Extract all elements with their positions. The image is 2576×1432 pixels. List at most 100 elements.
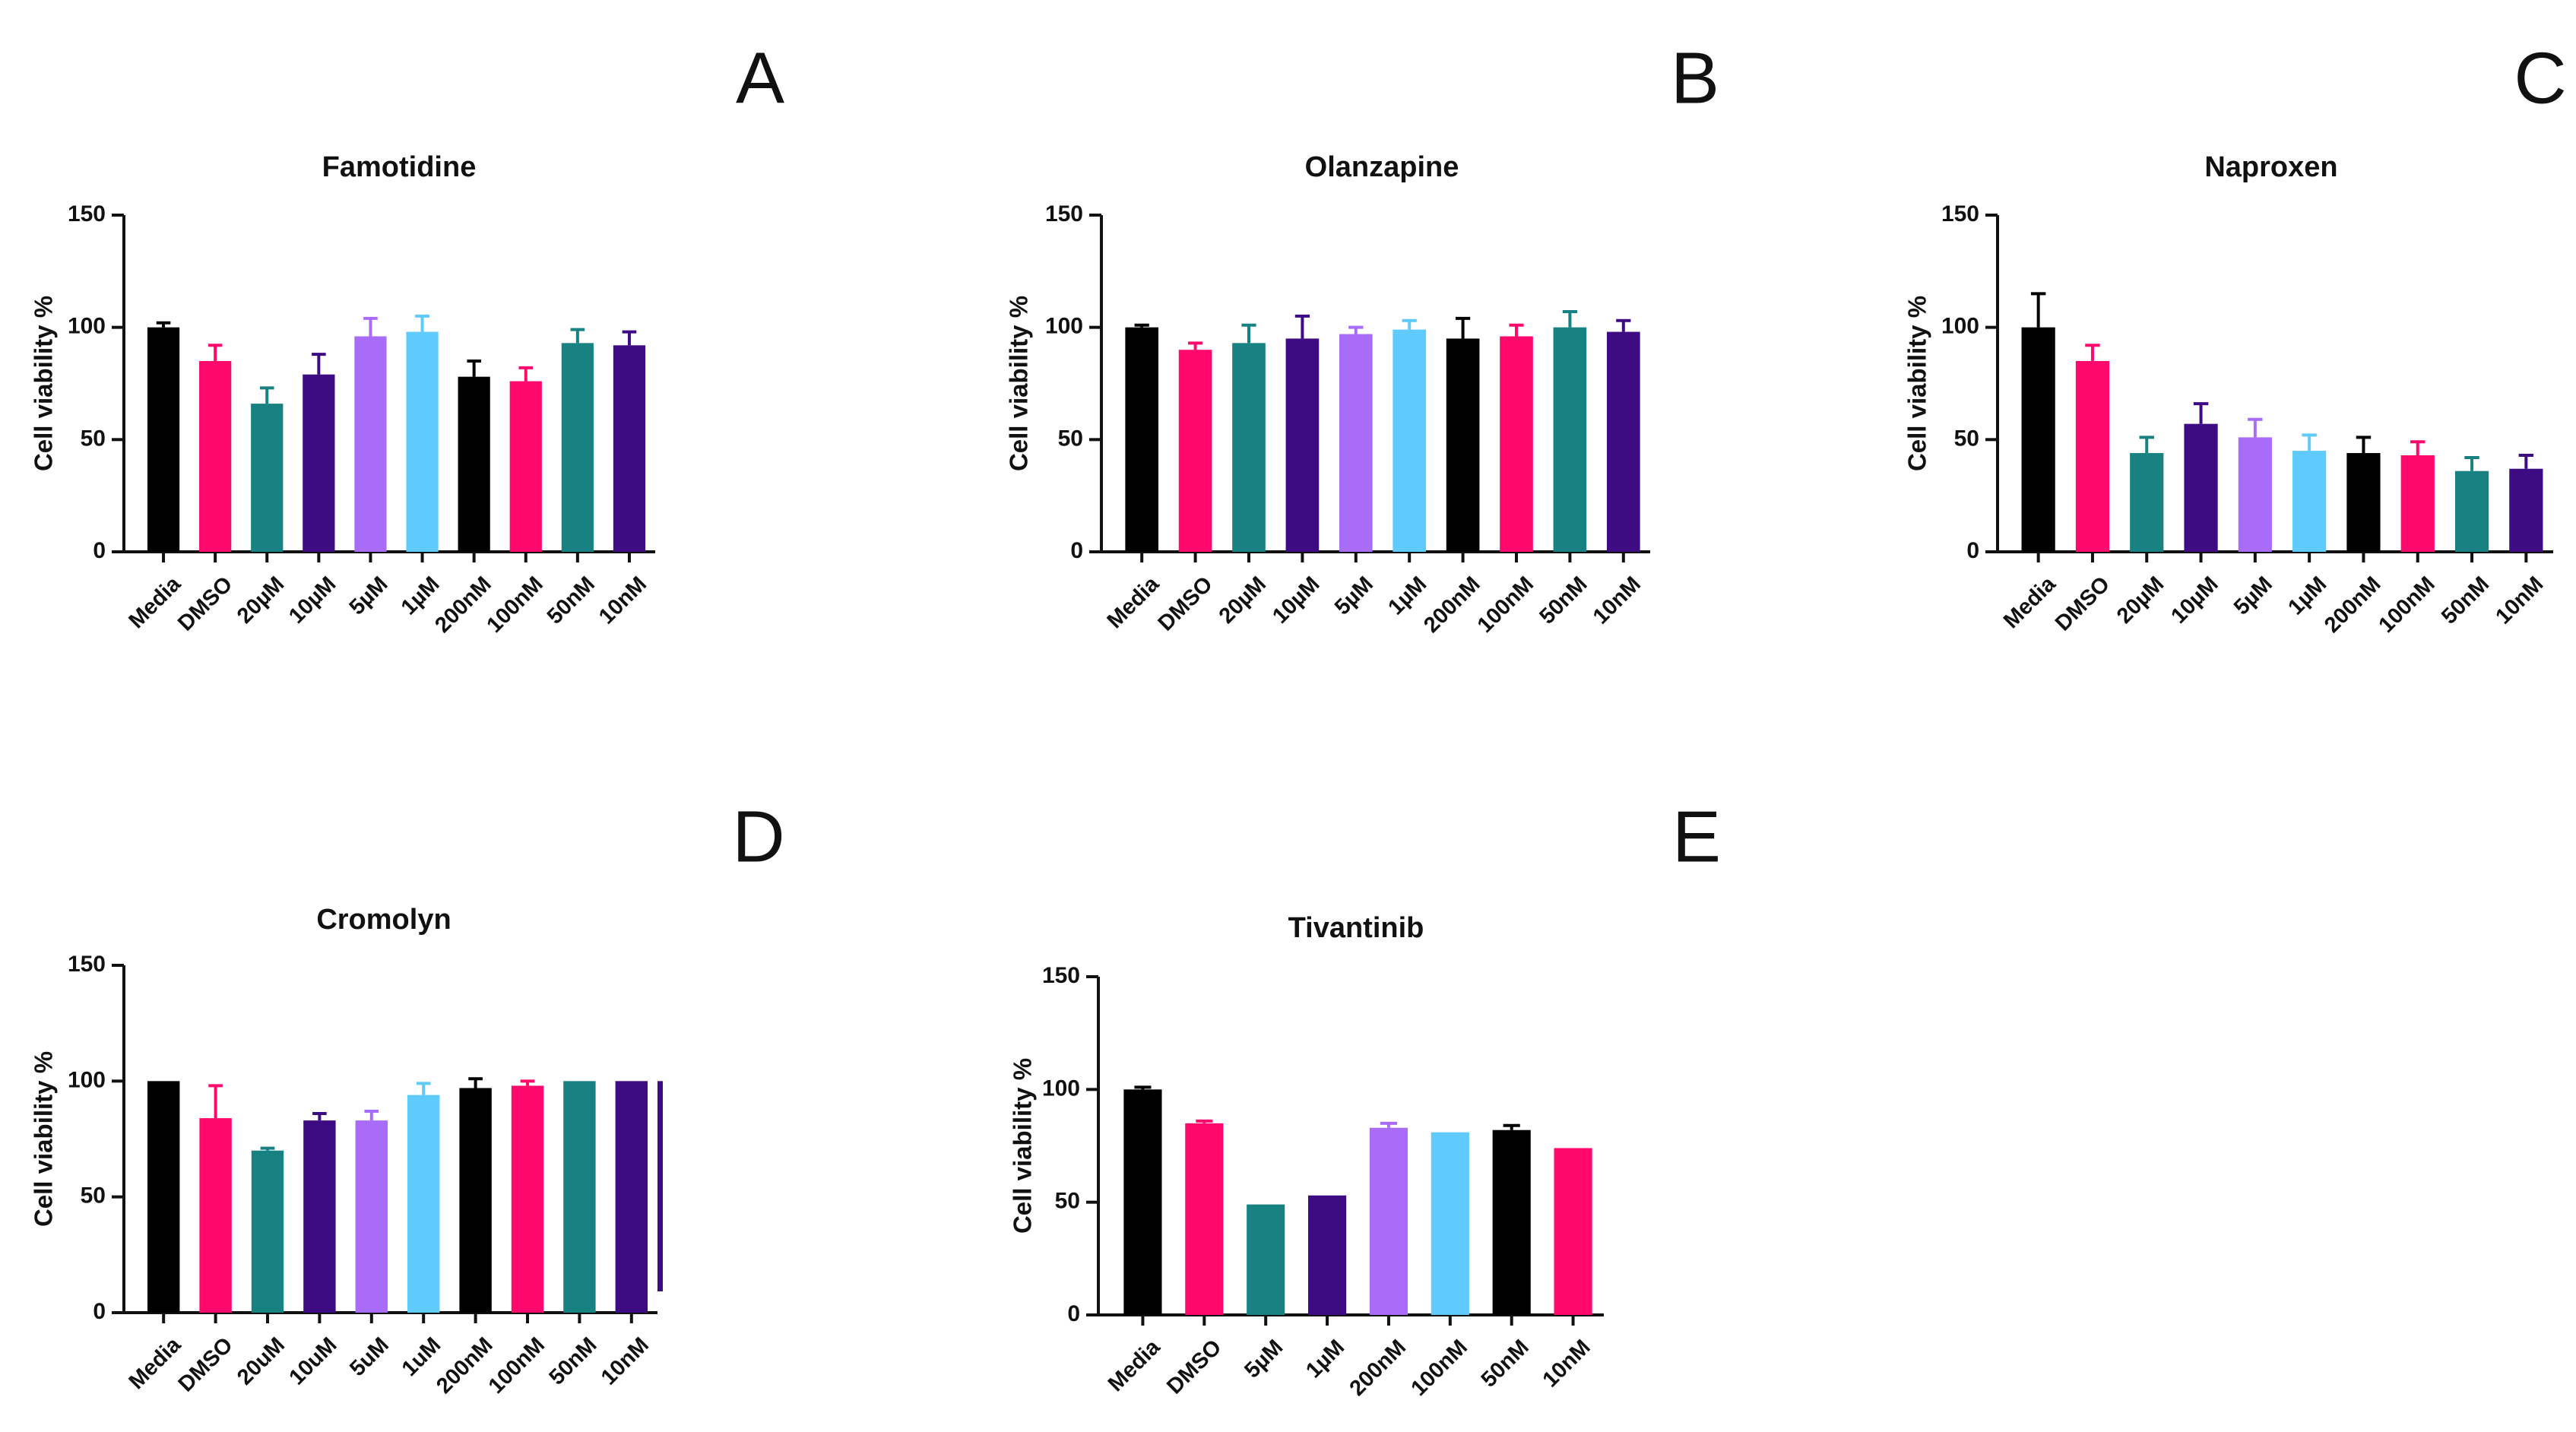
y-tick-label: 0	[1070, 538, 1083, 563]
x-tick-label: Media	[124, 572, 185, 633]
bar	[1393, 329, 1427, 552]
x-tick-label: Media	[1999, 572, 2061, 633]
bar	[613, 345, 646, 552]
bar	[303, 374, 335, 552]
bar	[2238, 437, 2272, 552]
bar	[1554, 1148, 1592, 1315]
panel-letter: A	[736, 37, 784, 119]
x-tick-label: 10nM	[1538, 1335, 1595, 1392]
bar	[147, 327, 180, 552]
bar	[2292, 451, 2327, 552]
chart-panel-a: A Famotidine Cell viability % 0 50 100 150 Medi…	[30, 37, 784, 638]
x-tick-label: 100nM	[484, 1332, 550, 1398]
chart-panel-b: B Olanzapine Cell viability % 0 50 100 150 Medi…	[1005, 37, 1719, 638]
bar	[2184, 423, 2218, 552]
y-tick-label: 0	[1966, 538, 1979, 563]
x-tick-label: 50nM	[1535, 572, 1592, 629]
bar	[251, 1150, 284, 1313]
x-tick-label: DMSO	[173, 572, 237, 635]
x-tick-label: 1µM	[1301, 1335, 1349, 1383]
bar	[2021, 327, 2055, 552]
panel-letter: C	[2514, 37, 2566, 119]
x-tick-label: 1µM	[397, 572, 445, 619]
bar	[1339, 334, 1373, 552]
bar	[1232, 343, 1266, 552]
x-tick-label: 100nM	[1473, 572, 1538, 637]
y-tick-label: 150	[68, 952, 106, 977]
x-tick-label: DMSO	[174, 1332, 238, 1396]
y-tick-label: 150	[1045, 201, 1083, 227]
bar	[459, 1088, 492, 1313]
bar	[1446, 338, 1480, 552]
bar	[2346, 453, 2381, 552]
bar	[2075, 360, 2110, 552]
y-tick-label: 150	[68, 201, 106, 227]
y-tick-label: 50	[1055, 1189, 1080, 1214]
chart-title: Tivantinib	[1288, 912, 1424, 944]
bar	[1125, 327, 1159, 552]
bar	[615, 1081, 648, 1313]
bar	[511, 1085, 544, 1313]
x-tick-label: DMSO	[1154, 572, 1218, 635]
bar	[147, 1081, 180, 1313]
y-tick-label: 50	[1058, 426, 1083, 451]
x-tick-label: 200nM	[1345, 1335, 1411, 1400]
x-tick-label: 10µM	[284, 572, 341, 628]
y-tick-label: 150	[1941, 201, 1979, 227]
x-tick-label: 10µM	[1268, 572, 1324, 628]
x-tick-label: 20µM	[233, 572, 289, 628]
x-tick-label: 200nM	[432, 1332, 497, 1398]
x-tick-label: 50nM	[2437, 572, 2494, 629]
x-tick-label: 50nM	[543, 572, 600, 629]
bar	[561, 343, 594, 552]
bar	[1606, 331, 1640, 552]
y-tick-label: 100	[68, 314, 106, 339]
bar	[1369, 1127, 1408, 1315]
bar	[1553, 327, 1587, 552]
x-tick-label: 10nM	[594, 572, 651, 629]
bar	[199, 360, 232, 552]
bar	[2509, 468, 2543, 552]
y-tick-label: 150	[1042, 963, 1080, 988]
bar	[251, 404, 284, 552]
x-tick-label: 100nM	[482, 572, 547, 637]
chart-title: Olanzapine	[1305, 151, 1459, 183]
bar	[563, 1081, 596, 1313]
bar	[1500, 336, 1533, 552]
bar	[407, 1095, 440, 1313]
x-tick-label: 20µM	[1215, 572, 1271, 628]
panel-letter: B	[1671, 37, 1719, 119]
bar	[1178, 350, 1212, 552]
x-tick-label: 50nM	[1477, 1335, 1534, 1392]
x-tick-label: Media	[1103, 572, 1164, 633]
x-tick-label: 10nM	[1589, 572, 1646, 629]
y-axis-label: Cell viability %	[1903, 296, 1931, 471]
x-tick-label: 100nM	[1406, 1335, 1472, 1400]
y-tick-label: 100	[1042, 1076, 1080, 1101]
x-tick-label: 200nM	[1419, 572, 1484, 637]
chart-title: Famotidine	[322, 151, 477, 183]
bar	[1285, 338, 1320, 552]
chart-panel-e: E Tivantinib Cell viability % 0 50 100 150 Medi…	[1009, 796, 1721, 1401]
y-axis-label: Cell viability %	[1009, 1058, 1037, 1234]
bar	[1247, 1204, 1285, 1315]
x-tick-label: 1µM	[2283, 572, 2331, 619]
x-tick-label: 1µM	[1383, 572, 1431, 619]
chart-title: Cromolyn	[316, 904, 451, 936]
bar	[354, 336, 387, 552]
bar	[2130, 453, 2164, 552]
bar	[1492, 1129, 1531, 1315]
chart-title: Naproxen	[2204, 151, 2337, 183]
x-tick-label: DMSO	[1162, 1335, 1226, 1399]
bar	[303, 1120, 336, 1313]
bar	[509, 381, 542, 552]
y-tick-label: 50	[1954, 426, 1979, 451]
x-tick-label: 5uM	[345, 1332, 394, 1381]
x-tick-label: Media	[125, 1332, 186, 1394]
bar	[1123, 1089, 1162, 1315]
y-tick-label: 100	[1941, 314, 1979, 339]
bar	[1185, 1123, 1224, 1315]
x-tick-label: 10nM	[2491, 572, 2548, 629]
y-tick-label: 50	[81, 426, 106, 451]
x-tick-label: 10µM	[2166, 572, 2223, 628]
